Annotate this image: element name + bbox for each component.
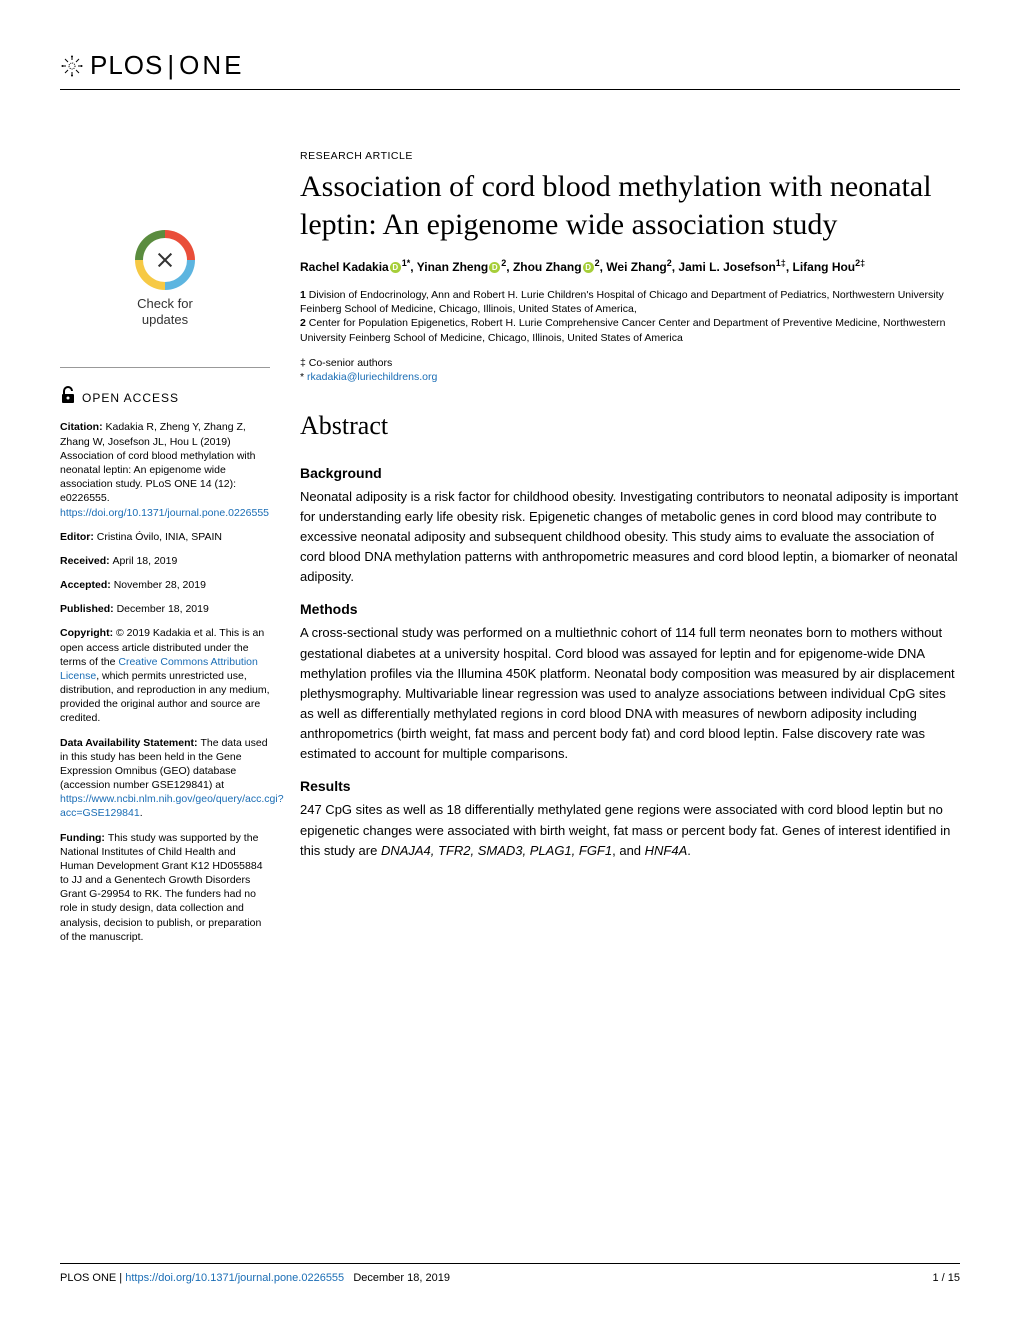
orcid-icon[interactable]	[583, 262, 594, 273]
article-type: RESEARCH ARTICLE	[300, 150, 960, 162]
data-post: .	[140, 807, 143, 819]
published-block: Published: December 18, 2019	[60, 602, 270, 616]
open-lock-icon	[60, 386, 76, 410]
abstract-heading: Abstract	[300, 411, 960, 441]
citation-label: Citation:	[60, 421, 106, 433]
open-access-badge: OPEN ACCESS	[60, 386, 270, 410]
editor-block: Editor: Cristina Óvilo, INIA, SPAIN	[60, 530, 270, 544]
header-rule	[60, 89, 960, 90]
crossmark-label-1: Check for	[60, 296, 270, 312]
funding-text: This study was supported by the National…	[60, 832, 263, 943]
funding-block: Funding: This study was supported by the…	[60, 831, 270, 944]
accepted-label: Accepted:	[60, 579, 114, 591]
affil-text-2: Center for Population Epigenetics, Rober…	[300, 317, 946, 343]
results-heading: Results	[300, 778, 960, 794]
methods-text: A cross-sectional study was performed on…	[300, 623, 960, 764]
article-content: RESEARCH ARTICLE Association of cord blo…	[300, 150, 960, 954]
background-heading: Background	[300, 465, 960, 481]
results-lastgene: HNF4A	[645, 843, 688, 858]
author-name: Jami L. Josefson	[678, 260, 775, 274]
author-name: Zhou Zhang	[513, 260, 582, 274]
funding-label: Funding:	[60, 832, 108, 844]
author-sup: 1‡	[776, 258, 786, 268]
citation-text: Kadakia R, Zheng Y, Zhang Z, Zhang W, Jo…	[60, 421, 256, 504]
geo-link[interactable]: https://www.ncbi.nlm.nih.gov/geo/query/a…	[60, 793, 284, 819]
affiliations: 1 Division of Endocrinology, Ann and Rob…	[300, 288, 960, 345]
footer-left: PLOS ONE | https://doi.org/10.1371/journ…	[60, 1272, 450, 1284]
editor-text: Cristina Óvilo, INIA, SPAIN	[97, 531, 222, 543]
orcid-icon[interactable]	[489, 262, 500, 273]
journal-name-one: ONE	[179, 50, 244, 81]
received-text: April 18, 2019	[113, 555, 178, 567]
open-access-label: OPEN ACCESS	[82, 390, 179, 406]
article-title: Association of cord blood methylation wi…	[300, 168, 960, 243]
accepted-text: November 28, 2019	[114, 579, 206, 591]
sidebar-divider	[60, 367, 270, 368]
background-text: Neonatal adiposity is a risk factor for …	[300, 487, 960, 588]
results-end: .	[687, 843, 691, 858]
copyright-block: Copyright: © 2019 Kadakia et al. This is…	[60, 626, 270, 725]
footer-page: 1 / 15	[932, 1272, 960, 1284]
author-name: Lifang Hou	[792, 260, 855, 274]
author-sup: 2	[595, 258, 600, 268]
author-sup: 2	[501, 258, 506, 268]
author-name: Wei Zhang	[606, 260, 666, 274]
corr-mark: *	[300, 371, 307, 383]
journal-logo: PLOS | ONE	[60, 50, 960, 81]
author-sup: 2‡	[855, 258, 865, 268]
citation-doi-link[interactable]: https://doi.org/10.1371/journal.pone.022…	[60, 507, 269, 519]
author-sup: 1*	[402, 258, 411, 268]
affil-text-1: Division of Endocrinology, Ann and Rober…	[300, 289, 944, 315]
corresponding-author: * rkadakia@luriechildrens.org	[300, 371, 960, 383]
crossmark-widget[interactable]: Check for updates	[60, 230, 270, 327]
orcid-icon[interactable]	[390, 262, 401, 273]
author-sup: 2	[667, 258, 672, 268]
article-sidebar: Check for updates OPEN ACCESS Citation: …	[60, 150, 270, 954]
citation-block: Citation: Kadakia R, Zheng Y, Zhang Z, Z…	[60, 420, 270, 519]
footer-date: December 18, 2019	[353, 1272, 450, 1284]
crossmark-label-2: updates	[60, 312, 270, 328]
received-block: Received: April 18, 2019	[60, 554, 270, 568]
author-name: Rachel Kadakia	[300, 260, 389, 274]
editor-label: Editor:	[60, 531, 97, 543]
author-name: Yinan Zheng	[417, 260, 489, 274]
results-and: , and	[612, 843, 645, 858]
footer-doi-link[interactable]: https://doi.org/10.1371/journal.pone.022…	[125, 1272, 344, 1284]
corr-email-link[interactable]: rkadakia@luriechildrens.org	[307, 371, 437, 383]
results-text: 247 CpG sites as well as 18 differential…	[300, 800, 960, 860]
footer-journal: PLOS ONE |	[60, 1272, 125, 1284]
published-label: Published:	[60, 603, 117, 615]
journal-name-plos: PLOS	[90, 50, 163, 81]
data-availability-block: Data Availability Statement: The data us…	[60, 736, 270, 821]
crossmark-icon	[135, 230, 195, 290]
methods-heading: Methods	[300, 601, 960, 617]
copyright-label: Copyright:	[60, 627, 116, 639]
plos-logo-icon	[60, 54, 84, 78]
page-footer: PLOS ONE | https://doi.org/10.1371/journ…	[60, 1263, 960, 1284]
author-list: Rachel Kadakia1*, Yinan Zheng2, Zhou Zha…	[300, 257, 960, 276]
cosenior-note: ‡ Co-senior authors	[300, 357, 960, 369]
results-genes: DNAJA4, TFR2, SMAD3, PLAG1, FGF1	[381, 843, 612, 858]
published-text: December 18, 2019	[117, 603, 209, 615]
data-label: Data Availability Statement:	[60, 737, 200, 749]
accepted-block: Accepted: November 28, 2019	[60, 578, 270, 592]
received-label: Received:	[60, 555, 113, 567]
